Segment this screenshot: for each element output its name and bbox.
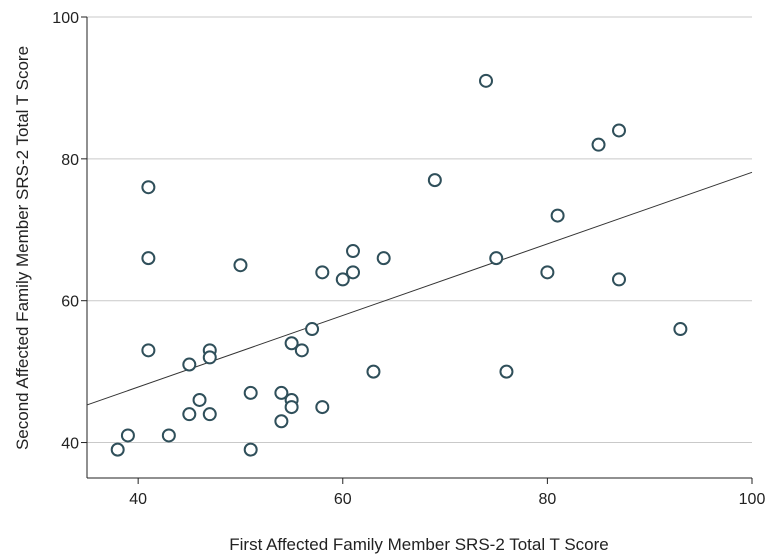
data-point	[489, 251, 504, 266]
data-point	[550, 208, 565, 223]
data-point	[284, 400, 299, 415]
x-tick-label: 60	[334, 491, 352, 508]
data-point	[366, 364, 381, 379]
data-point	[274, 385, 289, 400]
data-point	[233, 258, 248, 273]
x-axis-label: First Affected Family Member SRS-2 Total…	[229, 535, 609, 554]
data-point	[110, 442, 125, 457]
gridlines	[87, 16, 752, 444]
data-point	[315, 265, 330, 280]
trendline-group	[86, 171, 753, 406]
y-axis-ticks: 40 60 80 100	[52, 10, 87, 453]
data-point	[612, 272, 626, 287]
data-point	[315, 400, 330, 415]
y-tick-label: 80	[61, 152, 79, 169]
data-point	[284, 336, 299, 351]
y-tick-label: 40	[61, 436, 79, 453]
data-point	[141, 251, 156, 266]
axes	[86, 17, 752, 479]
data-point	[202, 407, 217, 422]
data-point	[182, 407, 197, 422]
data-point	[673, 322, 688, 337]
y-axis-label: Second Affected Family Member SRS-2 Tota…	[13, 46, 32, 450]
data-point	[335, 272, 350, 287]
data-point	[274, 414, 289, 429]
x-axis-ticks: 40 60 80 100	[129, 478, 765, 508]
data-point	[376, 251, 391, 266]
data-point	[591, 137, 606, 152]
y-tick-label: 100	[52, 10, 79, 27]
data-point	[182, 357, 197, 372]
data-point	[479, 73, 493, 88]
data-point	[192, 392, 207, 407]
data-point	[612, 123, 626, 138]
data-point	[243, 442, 258, 457]
data-point	[202, 350, 217, 365]
y-tick-label: 60	[61, 294, 79, 311]
data-point	[120, 428, 135, 443]
trend-line	[86, 171, 753, 406]
data-point	[141, 180, 156, 195]
x-tick-label: 100	[739, 491, 766, 508]
data-point	[294, 343, 309, 358]
data-points	[110, 73, 688, 457]
data-point	[243, 385, 258, 400]
data-point	[305, 322, 320, 337]
data-point	[346, 265, 360, 280]
data-point	[427, 173, 442, 188]
x-tick-label: 40	[129, 491, 147, 508]
data-point	[141, 343, 156, 358]
x-tick-label: 80	[538, 491, 556, 508]
data-point	[161, 428, 176, 443]
data-point	[346, 244, 360, 259]
data-point	[540, 265, 555, 280]
data-point	[499, 364, 514, 379]
